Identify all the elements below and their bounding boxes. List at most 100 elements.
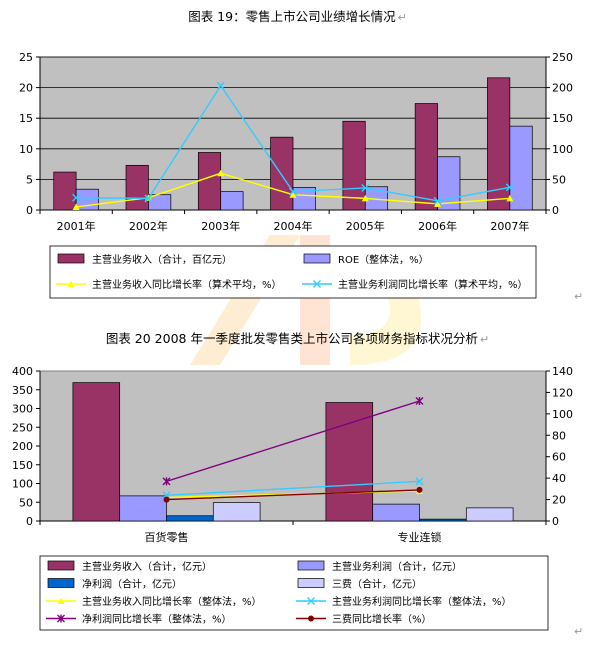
chart-20-legend-swatch-marker [308,615,314,622]
chart-20-bar-series-1 [325,402,374,522]
chart-19-left-tick-label: 0 [26,204,33,217]
paragraph-mark: ↵ [574,625,584,638]
chart-20-right-tick-label: 80 [552,429,566,442]
chart-20-bar-series-4 [212,502,261,522]
chart-20-legend-label: 主营业务收入（合计，亿元） [82,560,212,573]
chart-20-title: 图表 20 2008 年一季度批发零售类上市公司各项财务指标状况分析 ↵ [105,331,490,346]
chart-19-bar-series-2 [509,125,533,211]
chart-20-left-tick-label: 200 [12,440,33,453]
chart-19-title: 图表 19：零售上市公司业绩增长情况 ↵ [188,9,407,24]
chart-20-bar-series-3 [419,518,467,522]
chart-20-line-point [415,477,424,486]
chart-19-category-label: 2006年 [418,219,457,233]
chart-20-legend-label: 净利润同比增长率（整体法，%） [82,613,232,626]
chart-19-category-label: 2004年 [274,219,313,233]
chart-20-legend-label: 净利润（合计，亿元） [82,578,182,591]
chart-20-line-point [415,397,424,405]
chart-19-right-tick-label: 50 [552,173,566,186]
chart-20-left-tick-label: 0 [26,515,33,528]
chart-19-bar-series-2 [437,156,461,211]
chart-19-line-point [72,203,80,210]
chart-20-legend-swatch [47,578,75,588]
chart-19-right-tick-label: 150 [552,112,573,125]
chart-19-bar-series-1 [270,136,294,211]
chart-20-right-tick-label: 0 [552,515,559,528]
chart-19-line-point [289,187,297,196]
chart-19-bar-series-2 [220,191,244,211]
chart-19-line-point [144,194,153,203]
chart-19-left-tick-label: 20 [19,82,33,95]
paragraph-mark: ↵ [574,290,584,303]
chart-20-left-tick-label: 250 [12,421,33,434]
chart-20-legend-swatch [47,560,75,571]
chart-19-line-point [361,183,370,192]
chart-19-legend [49,245,537,299]
chart-20-legend-label: 三费同比增长率（%） [332,613,432,626]
chart-19-left-tick-label: 15 [19,112,33,125]
chart-19-left-tick-label: 5 [26,173,33,186]
chart-19-legend-swatch-marker [313,280,321,288]
chart-20-left-tick-label: 300 [12,403,33,416]
chart-19-category-label: 2002年 [129,219,168,233]
chart-19-line-point [72,193,81,202]
chart-20-right-tick-label: 140 [552,365,573,378]
chart-19-left-tick-label: 25 [19,51,33,64]
chart-20-bar-series-2 [372,503,420,522]
chart-20-bar-series-4 [465,507,514,522]
chart-19-legend-label: 主营业务收入同比增长率（算术平均，%） [92,278,282,291]
chart-19-line-point [289,191,297,198]
chart-20-left-tick-label: 100 [12,478,33,491]
chart-19-bar-series-2 [292,187,316,211]
chart-19-right-tick-label: 0 [552,204,559,217]
chart-20-left-tick-label: 400 [12,365,33,378]
chart-20-legend [39,555,549,631]
chart-20-right-tick-label: 100 [552,408,573,421]
chart-19-category-label: 2007年 [490,219,529,233]
chart-19-line-point [433,196,442,205]
chart-20-legend-label: 主营业务收入同比增长率（整体法，%） [82,595,262,608]
chart-20-left-tick-label: 350 [12,384,33,397]
chart-20-legend-swatch [297,578,325,588]
chart-19-category-label: 2003年 [201,219,240,233]
chart-20-right-tick-label: 40 [552,472,566,485]
chart-19-right-tick-label: 250 [552,51,573,64]
chart-20-right-tick-label: 60 [552,451,566,464]
chart-19-legend-label: ROE（整体法，%） [338,253,429,266]
chart-20-line-series-3 [166,400,420,483]
chart-20-legend-swatch-marker [307,597,315,605]
chart-20-legend-label: 三费（合计，亿元） [332,578,422,591]
chart-20-line-point [162,491,171,500]
chart-20-bar-series-2 [119,495,167,522]
chart-19-right-tick-label: 200 [552,82,573,95]
chart-20-bar-series-3 [166,515,214,522]
chart-19-line-point [434,200,442,207]
chart-20-right-tick-label: 120 [552,386,573,399]
chart-20-legend-swatch [297,560,325,571]
chart-19-category-label: 2001年 [57,219,96,233]
chart-19-right-tick-label: 100 [552,143,573,156]
chart-19-category-label: 2005年 [346,219,385,233]
chart-19-legend-label: 主营业务利润同比增长率（算术平均，%） [338,278,528,291]
chart-20-legend-swatch-marker [57,614,65,623]
chart-20-category-label: 专业连锁 [398,530,442,544]
chart-20-line-point [416,486,423,493]
chart-20-line-series-2 [166,480,420,496]
chart-19-line-point [506,194,514,202]
chart-19-line-point [217,169,225,177]
chart-19-line-point [216,81,225,90]
chart-19-legend-swatch-marker [67,280,75,287]
chart-19-legend-swatch [57,253,85,264]
chart-20-legend-label: 主营业务利润同比增长率（整体法，%） [332,595,512,608]
chart-19-legend-swatch [303,253,331,264]
chart-20-bar-series-1 [72,382,121,522]
chart-20-line-series-4 [166,489,420,501]
chart-20-left-tick-label: 50 [19,496,33,509]
chart-20-line-point [163,496,170,503]
chart-20-right-tick-label: 20 [552,494,566,507]
chart-19-line-point [505,183,514,192]
chart-19-legend-label: 主营业务收入（合计，百亿元） [92,253,232,266]
chart-20-legend-swatch-marker [57,597,65,604]
